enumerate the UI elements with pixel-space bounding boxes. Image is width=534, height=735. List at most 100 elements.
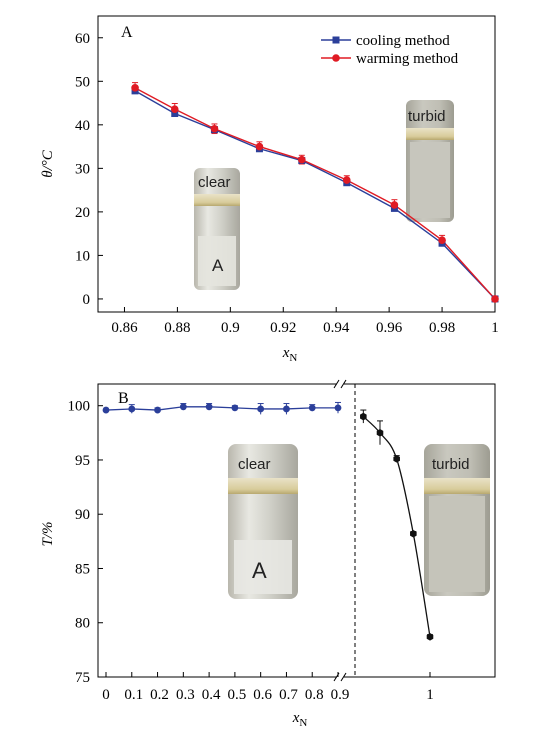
b-xtick-label: 0.9: [331, 687, 350, 703]
a-point-warming: [297, 155, 306, 164]
axis-break-top-mark-1: [333, 379, 340, 389]
vial-turbid-a-liquid: [410, 142, 450, 218]
panel-b-y-title: T/%: [40, 521, 56, 546]
a-xtick-label: 0.94: [323, 320, 350, 336]
legend-warming-marker: [332, 54, 340, 62]
a-point-warming: [491, 295, 499, 303]
b-point-right: [426, 633, 434, 641]
a-xtick-label: 0.98: [429, 320, 455, 336]
legend-cooling-marker: [332, 36, 340, 44]
panel-a-x-title-main: x: [282, 345, 290, 361]
a-xtick-label: 0.9: [221, 320, 240, 336]
b-ytick-label: 100: [68, 399, 91, 415]
panel-a-x-title: xN: [282, 345, 298, 364]
a-ytick-label: 30: [75, 161, 90, 177]
a-point-warming: [438, 236, 446, 244]
panel-b: B clear A turbid 75 80 85 90 95 100 0 0.1 0.2 0.…: [40, 379, 496, 729]
b-xtick-label: 0.6: [253, 687, 272, 703]
a-point-warming: [131, 84, 139, 92]
panel-b-x-axis: 0 0.1 0.2 0.3 0.4 0.5 0.6 0.7 0.8 0.9 1: [102, 672, 434, 703]
panel-a-x-title-sub: N: [289, 352, 297, 364]
b-ytick-label: 80: [75, 616, 90, 632]
vial-turbid-a-label: turbid: [408, 108, 446, 125]
a-point-warming: [390, 201, 399, 209]
legend-cooling-label: cooling method: [356, 33, 450, 49]
a-point-warming: [210, 124, 219, 133]
vial-clear-b-letter: A: [252, 558, 267, 583]
axis-break-top-mark-2: [340, 379, 347, 389]
a-point-warming: [170, 105, 179, 113]
b-point-left: [102, 406, 110, 414]
panel-b-x-title-sub: N: [299, 717, 307, 729]
vial-turbid-a-cap: [406, 128, 454, 140]
a-ytick-label: 20: [75, 205, 90, 221]
panel-b-x-title-main: x: [292, 710, 300, 726]
b-point-left: [179, 403, 187, 411]
b-point-left: [205, 403, 213, 411]
b-xtick-label: 0: [102, 687, 110, 703]
a-ytick-label: 0: [83, 292, 91, 308]
a-ytick-label: 10: [75, 248, 90, 264]
b-ytick-label: 95: [75, 453, 90, 469]
panel-a-y-axis: 0 10 20 30 40 50 60: [75, 31, 103, 308]
panel-b-y-axis: 75 80 85 90 95 100: [68, 399, 103, 686]
vial-turbid-b-label: turbid: [432, 456, 470, 473]
b-point-right: [393, 455, 400, 463]
b-xtick-label: 0.1: [124, 687, 143, 703]
vial-clear-b-label: clear: [238, 456, 271, 473]
b-ytick-label: 90: [75, 507, 90, 523]
b-ytick-label: 75: [75, 670, 90, 686]
vial-turbid-a: turbid: [406, 100, 454, 222]
a-xtick-label: 0.92: [270, 320, 296, 336]
vial-clear-a-cap: [194, 194, 240, 206]
b-point-left: [257, 405, 265, 413]
a-ytick-label: 50: [75, 74, 90, 90]
b-xtick-label: 0.7: [279, 687, 298, 703]
vial-clear-b-liquid: [234, 540, 292, 594]
a-xtick-label: 0.88: [164, 320, 190, 336]
b-xtick-label: 0.2: [150, 687, 169, 703]
b-xtick-label: 0.4: [202, 687, 221, 703]
a-xtick-label: 0.96: [376, 320, 403, 336]
a-ytick-label: 40: [75, 118, 90, 134]
vial-turbid-b-cap: [424, 478, 490, 494]
vial-clear-b-cap: [228, 478, 298, 494]
vial-clear-a-letter: A: [212, 256, 224, 275]
b-point-left: [128, 405, 136, 413]
panel-b-letter: B: [118, 390, 129, 407]
b-xtick-label: 0.3: [176, 687, 195, 703]
b-point-right: [410, 529, 417, 538]
panel-a-y-title: θ/°C: [40, 149, 56, 178]
vial-clear-a: clear A: [194, 168, 240, 290]
b-point-left: [154, 406, 161, 414]
b-point-left: [334, 404, 342, 412]
vial-turbid-b: turbid: [424, 444, 490, 596]
panel-a-series: [131, 82, 499, 303]
panel-b-x-title: xN: [292, 710, 308, 729]
panel-a-legend: cooling method warming method: [321, 33, 459, 67]
b-point-right: [360, 412, 367, 421]
vial-clear-b: clear A: [228, 444, 298, 599]
b-series-line-right: [362, 416, 431, 637]
b-xtick-label: 0.8: [305, 687, 324, 703]
panel-b-series: [102, 401, 434, 641]
a-point-warming: [342, 176, 351, 184]
a-xtick-label: 0.86: [111, 320, 138, 336]
panel-b-frame: [97, 383, 496, 678]
b-point-left: [308, 404, 316, 412]
vial-clear-a-label: clear: [198, 174, 231, 191]
a-xtick-label: 1: [491, 320, 499, 336]
vial-clear-a-liquid: [198, 236, 236, 286]
a-point-cooling: [171, 110, 179, 118]
a-point-warming: [255, 142, 264, 151]
vial-turbid-b-liquid: [429, 496, 485, 592]
b-series-line-left: [105, 406, 338, 411]
panel-a-x-axis: 0.86 0.88 0.9 0.92 0.94 0.96 0.98 1: [111, 307, 499, 336]
b-xtick-label: 0.5: [228, 687, 247, 703]
b-ytick-label: 85: [75, 561, 90, 577]
panel-a-letter: A: [121, 24, 133, 41]
legend-warming-label: warming method: [356, 51, 459, 67]
b-point-left: [231, 404, 239, 412]
b-point-right: [376, 429, 384, 437]
